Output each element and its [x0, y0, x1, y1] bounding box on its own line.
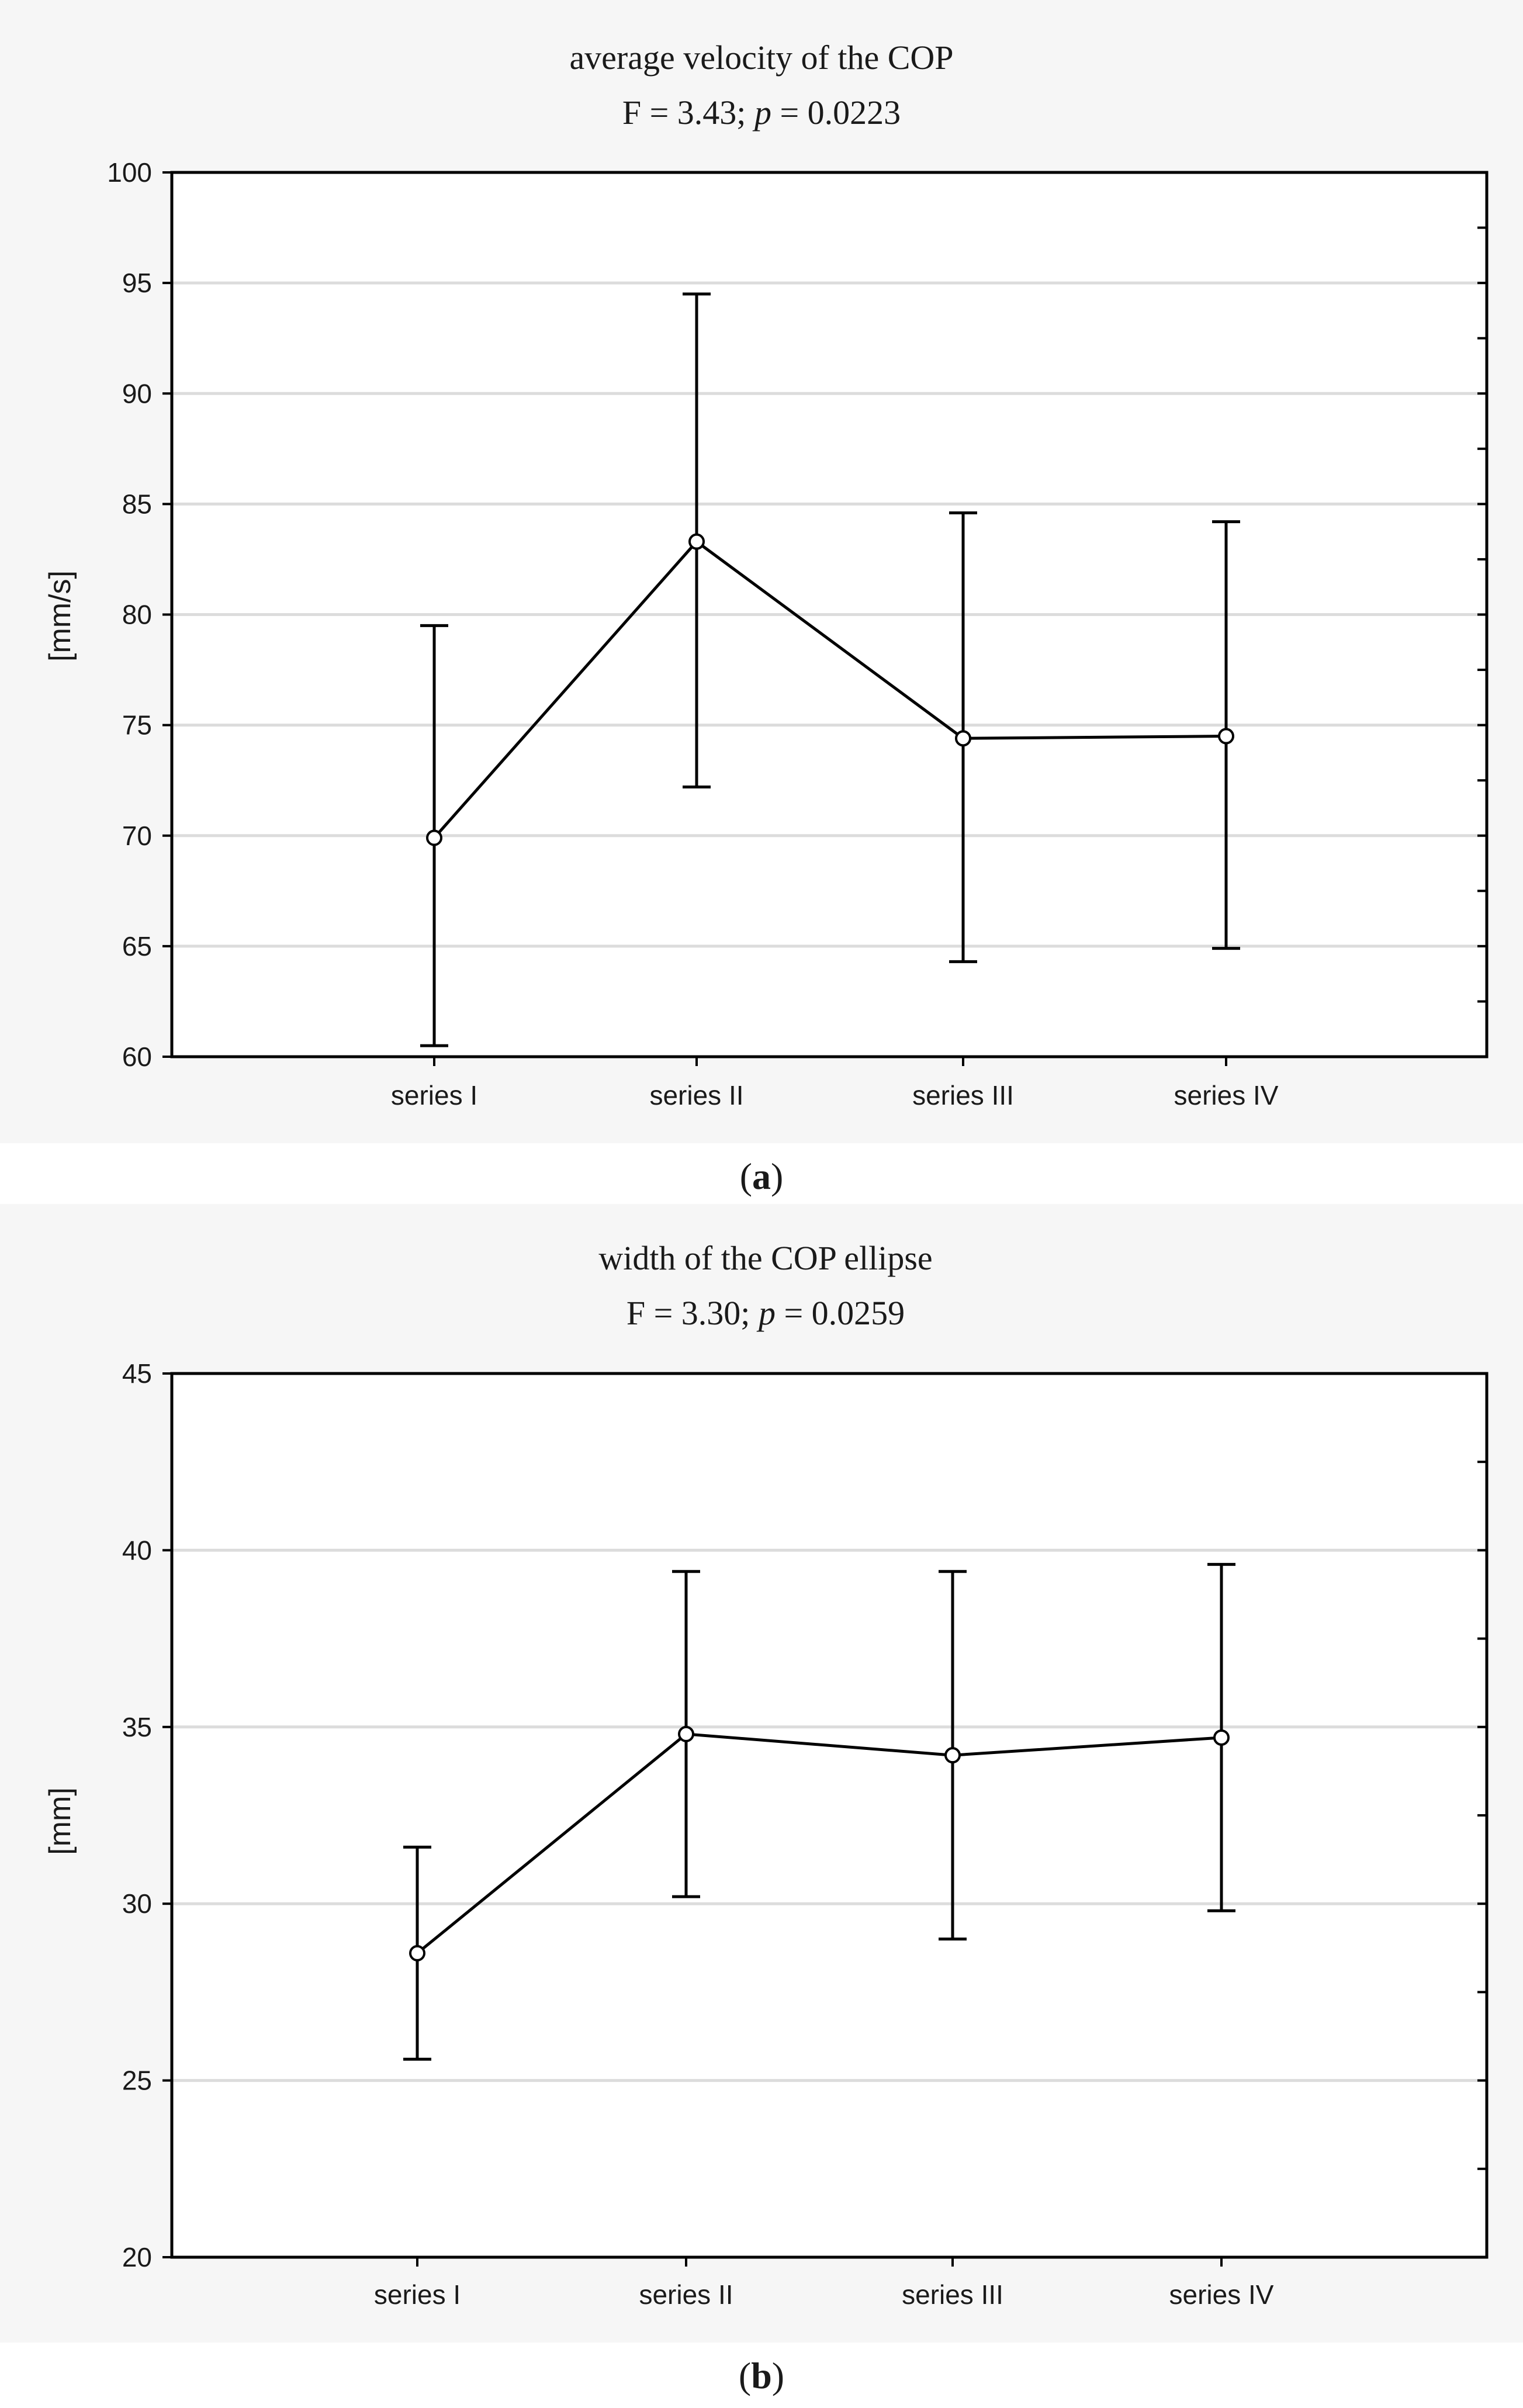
chart-a-plot-frame	[170, 171, 1489, 1058]
chart-b-caption: (b)	[738, 2355, 785, 2396]
chart-b-subtitle: F = 3.30; p = 0.0259	[626, 1294, 905, 1332]
chart-a-ytick-label: 80	[122, 600, 152, 630]
chart-a-data-point	[1218, 728, 1234, 745]
chart-b-ytick-label: 30	[122, 1888, 152, 1919]
chart-a-caption: (a)	[739, 1155, 784, 1197]
chart-a-ytick-label: 85	[122, 489, 152, 519]
chart-a-xtick-label: series II	[649, 1080, 743, 1110]
chart-b-xtick-label: series III	[902, 2279, 1003, 2310]
chart-a-ytick-label: 100	[107, 157, 152, 188]
chart-b-xtick-label: series II	[639, 2279, 733, 2310]
chart-b-data-point	[678, 1725, 694, 1742]
chart-b-xtick-label: series I	[374, 2279, 461, 2310]
chart-a-ytick-label: 65	[122, 931, 152, 961]
chart-a-data-point	[688, 533, 705, 550]
chart-b-ytick-label: 25	[122, 2066, 152, 2096]
chart-b-p-value: = 0.0259	[784, 1294, 905, 1332]
chart-b-caption-letter: b	[751, 2355, 772, 2396]
chart-a-title: average velocity of the COP	[569, 39, 953, 77]
chart-a-xtick-label: series III	[912, 1080, 1014, 1110]
chart-b-data-point	[409, 1945, 425, 1961]
chart-b-xtick-label: series IV	[1169, 2279, 1274, 2310]
chart-b-plot-area	[172, 1373, 1487, 2257]
chart-a-p-value: = 0.0223	[780, 94, 901, 132]
chart-b-data-point	[944, 1747, 961, 1764]
chart-a-ytick-label: 70	[122, 821, 152, 851]
chart-b-title: width of the COP ellipse	[598, 1239, 932, 1277]
chart-a-ytick-label: 95	[122, 268, 152, 298]
chart-a-subtitle: F = 3.43; p = 0.0223	[622, 94, 901, 132]
chart-b-ytick-label: 20	[122, 2242, 152, 2272]
chart-b-ytick-label: 45	[122, 1358, 152, 1389]
chart-a-f-stat: F = 3.43;	[622, 94, 746, 132]
chart-a-caption-letter: a	[752, 1155, 771, 1197]
chart-panel-a: average velocity of the COP F = 3.43; p …	[0, 0, 1523, 1143]
chart-a-ytick-label: 75	[122, 710, 152, 741]
chart-b-plot-frame	[170, 1372, 1489, 2259]
chart-b-ylabel: [mm]	[43, 1787, 77, 1855]
chart-b-p-symbol: p	[756, 1294, 776, 1332]
chart-b-svg: width of the COP ellipse F = 3.30; p = 0…	[43, 1239, 1489, 2310]
chart-panel-b: width of the COP ellipse F = 3.30; p = 0…	[0, 1204, 1523, 2343]
chart-a-ylabel: [mm/s]	[43, 570, 77, 662]
chart-b-series-line	[416, 1732, 1222, 1954]
chart-a-ytick-label: 60	[122, 1042, 152, 1072]
chart-a-series-line	[433, 539, 1227, 839]
chart-a-xtick-label: series IV	[1174, 1080, 1279, 1110]
chart-a-data-point	[426, 829, 442, 846]
chart-a-xtick-label: series I	[391, 1080, 477, 1110]
chart-b-ytick-label: 40	[122, 1535, 152, 1565]
chart-b-f-stat: F = 3.30;	[626, 1294, 750, 1332]
chart-b-data-point	[1213, 1729, 1230, 1746]
chart-a-data-point	[955, 730, 971, 747]
chart-a-svg: average velocity of the COP F = 3.43; p …	[43, 39, 1489, 1110]
chart-a-ytick-label: 90	[122, 378, 152, 409]
chart-a-p-symbol: p	[752, 94, 771, 132]
chart-b-ytick-label: 35	[122, 1712, 152, 1742]
